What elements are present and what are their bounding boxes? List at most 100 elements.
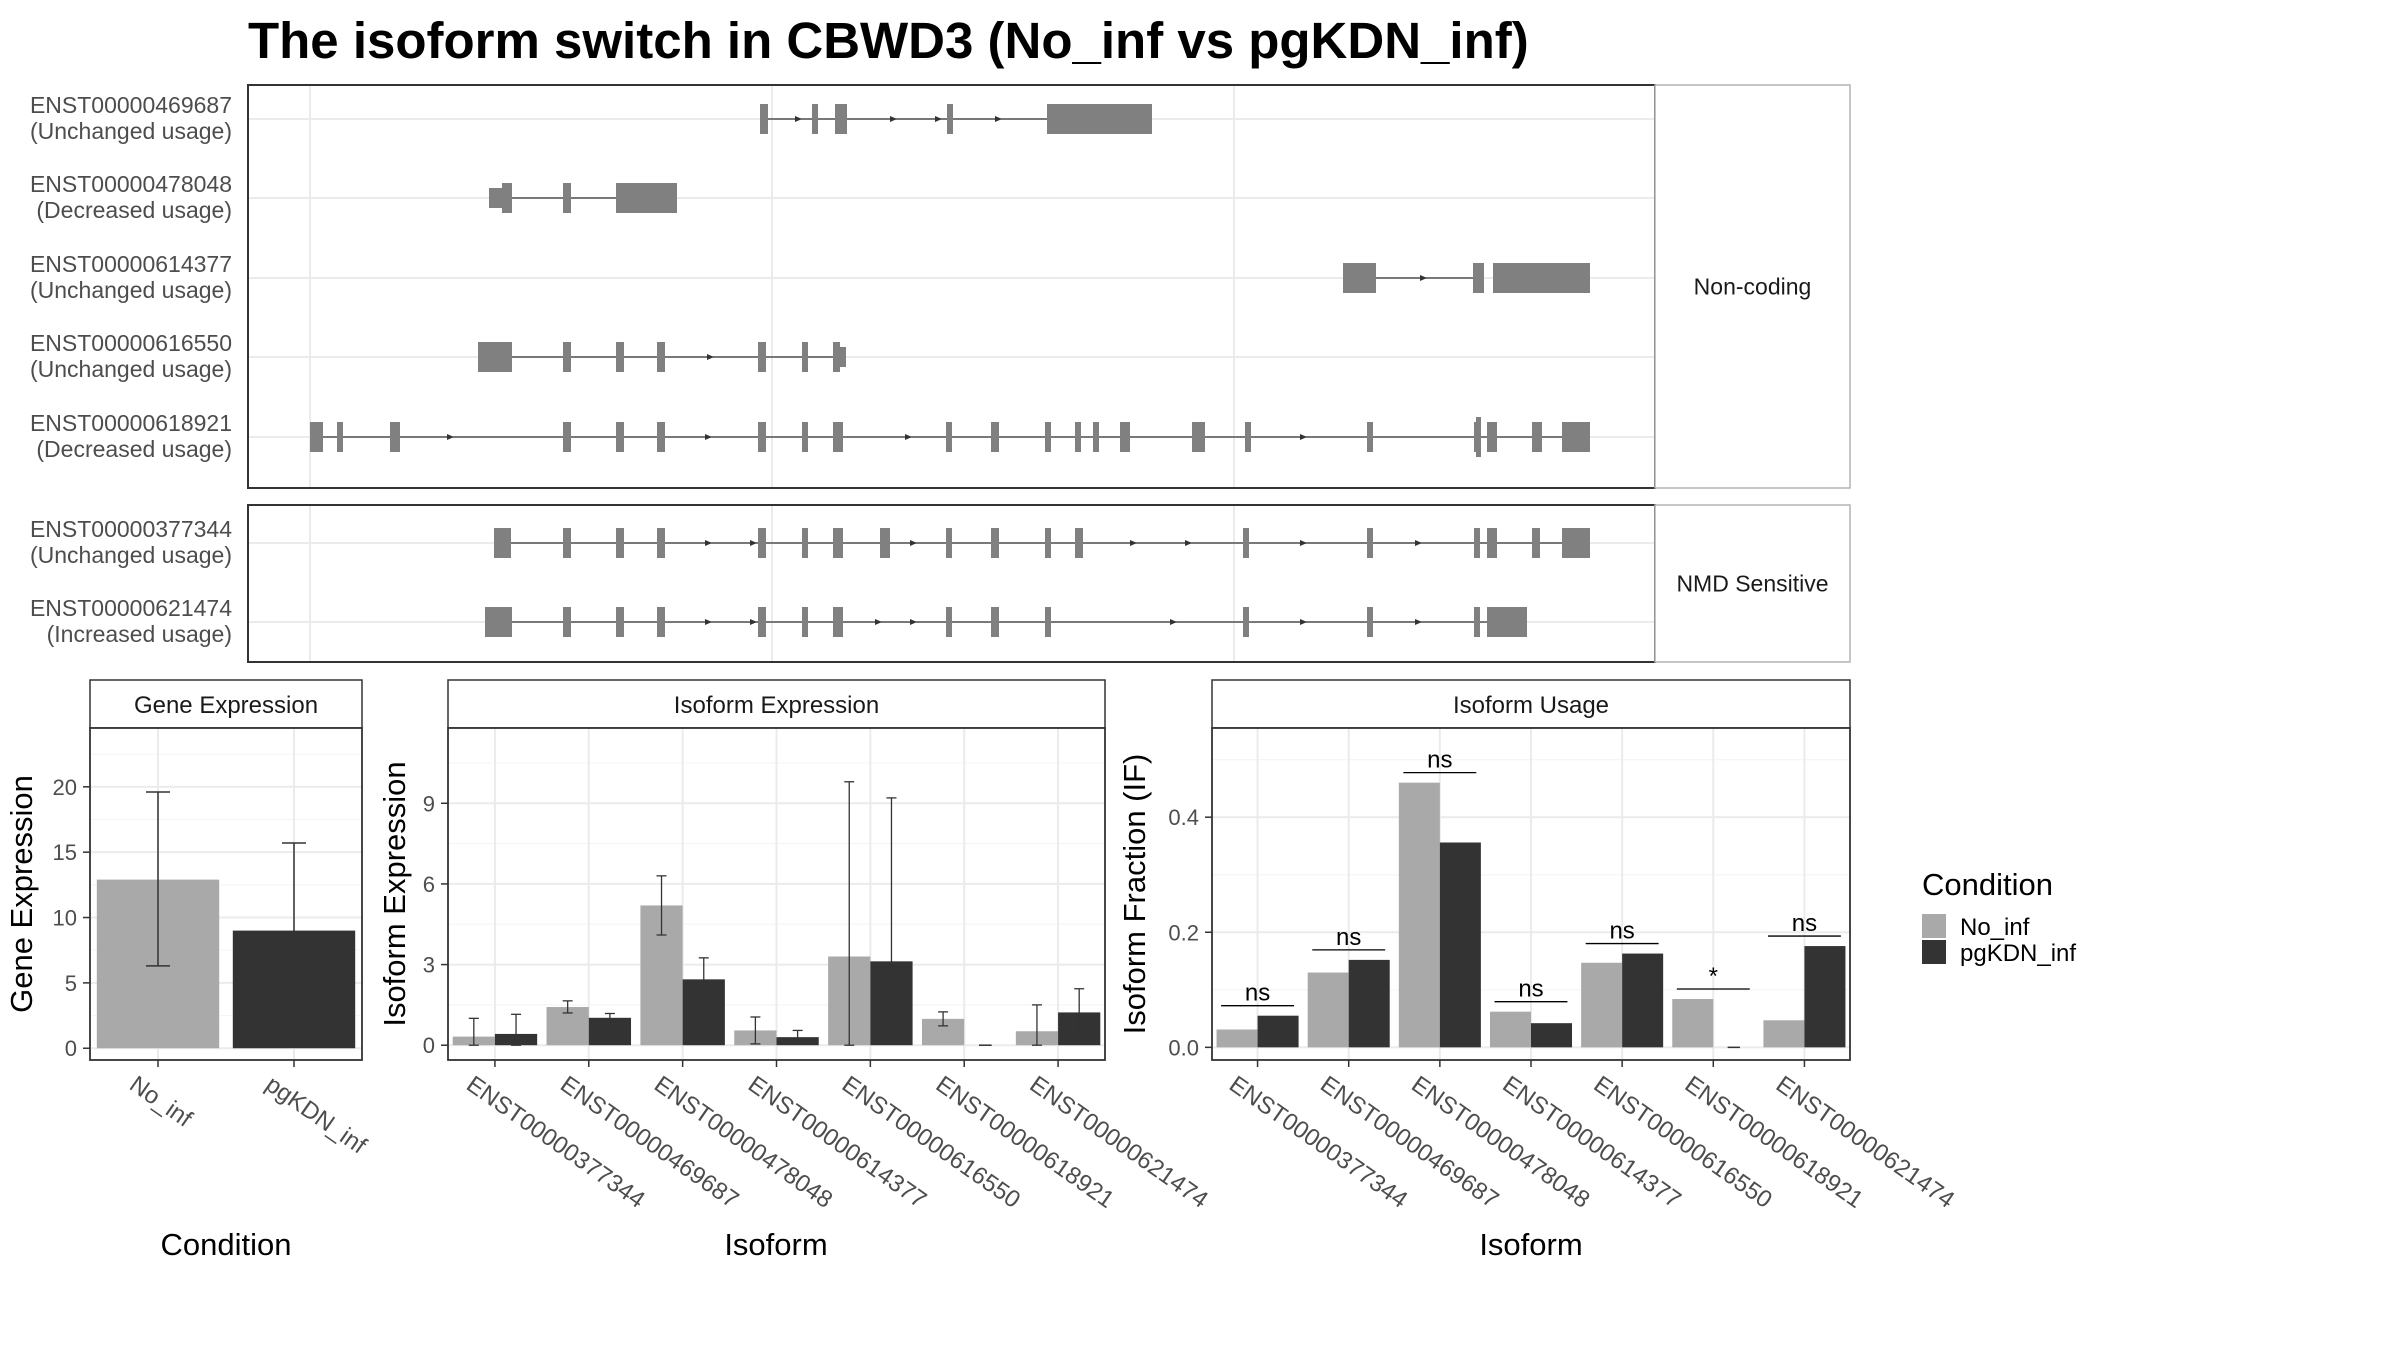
intron-direction-arrow	[1170, 619, 1177, 625]
exon-block	[758, 528, 766, 558]
x-tick-label: ENST00000621474	[1025, 1071, 1213, 1214]
y-tick-label: 0.4	[1168, 805, 1199, 830]
transcript-id-label: ENST00000377344	[30, 516, 232, 542]
exon-block	[1562, 422, 1590, 452]
intron-direction-arrow	[795, 116, 802, 122]
y-tick-label: 0.0	[1168, 1035, 1199, 1060]
transcript-id-label: ENST00000616550	[30, 330, 232, 356]
transcript-row-ENST00000377344: ENST00000377344(Unchanged usage)	[30, 516, 1590, 568]
transcript-id-label: ENST00000469687	[30, 92, 232, 118]
bar-pgKDN_inf-ENST00000469687	[588, 1017, 632, 1046]
transcript-usage-label: (Unchanged usage)	[30, 542, 232, 568]
transcript-row-ENST00000469687: ENST00000469687(Unchanged usage)	[30, 92, 1152, 144]
exon-block	[657, 422, 665, 452]
bar-chart-panels: Gene Expression 0 5 10 15 20 No_inf pgKDN_inf Co…	[4, 679, 1959, 1262]
group-strip-label: Non-coding	[1694, 274, 1812, 300]
exon-block	[947, 104, 953, 134]
y-tick-label: 6	[423, 872, 435, 897]
exon-block	[991, 422, 999, 452]
exon-block	[390, 422, 400, 452]
bar-No_inf-ENST00000478048	[1398, 782, 1440, 1048]
transcript-usage-label: (Unchanged usage)	[30, 118, 232, 144]
exon-block	[1243, 607, 1249, 637]
panel-strip-title: Gene Expression	[134, 692, 318, 719]
transcript-panel-background	[248, 85, 1655, 488]
exon-block	[1474, 607, 1480, 637]
transcript-row-ENST00000616550: ENST00000616550(Unchanged usage)	[30, 330, 846, 382]
exon-block	[657, 342, 665, 372]
plot-border	[89, 727, 363, 1061]
exon-block	[1532, 528, 1540, 558]
exon-block	[946, 528, 952, 558]
panel-strip-title: Isoform Expression	[674, 692, 879, 719]
exon-block	[758, 422, 766, 452]
group-strip-label: NMD Sensitive	[1676, 571, 1828, 597]
exon-block	[1487, 607, 1527, 637]
transcript-usage-label: (Decreased usage)	[36, 197, 232, 223]
panel-strip-title: Isoform Usage	[1453, 692, 1609, 719]
y-axis-title: Gene Expression	[4, 775, 39, 1013]
intron-direction-arrow	[750, 619, 757, 625]
bar-pgKDN_inf-ENST00000377344	[1257, 1015, 1299, 1048]
bar-panel-1: Isoform Expression0369ENST00000377344ENS…	[377, 679, 1213, 1262]
panel-strip	[447, 679, 1106, 729]
intron-direction-arrow	[447, 434, 454, 440]
y-tick-label: 0	[423, 1033, 435, 1058]
transcript-usage-label: (Unchanged usage)	[30, 277, 232, 303]
exon-block	[502, 607, 512, 637]
exon-block	[991, 607, 999, 637]
exon-block	[478, 342, 502, 372]
intron-direction-arrow	[705, 434, 712, 440]
intron-direction-arrow	[1415, 540, 1422, 546]
intron-direction-arrow	[1415, 619, 1422, 625]
bar-pgKDN_inf-ENST00000616550	[1622, 953, 1664, 1048]
exon-block	[489, 188, 502, 208]
transcript-usage-label: (Increased usage)	[47, 621, 232, 647]
exon-block	[616, 528, 624, 558]
transcript-row-ENST00000618921: ENST00000618921(Decreased usage)	[30, 410, 1590, 462]
exon-block	[1487, 528, 1497, 558]
exon-block	[1476, 417, 1481, 457]
intron-direction-arrow	[890, 116, 897, 122]
figure-title: The isoform switch in CBWD3 (No_inf vs p…	[248, 12, 1529, 69]
exon-block	[1343, 263, 1376, 293]
exon-block	[1474, 528, 1480, 558]
y-tick-label: 3	[423, 953, 435, 978]
bar-panel-0: Gene Expression 0 5 10 15 20 No_inf pgKDN_inf Co…	[4, 679, 371, 1262]
transcript-id-label: ENST00000618921	[30, 410, 232, 436]
legend-title: Condition	[1922, 867, 2053, 902]
y-tick-label: 20	[53, 775, 77, 800]
bar-panel-2: Isoform Usagensnsnsnsns*ns0.00.20.4ENST0…	[1117, 679, 1959, 1262]
intron-direction-arrow	[1420, 275, 1427, 281]
intron-direction-arrow	[1130, 540, 1137, 546]
transcript-usage-label: (Unchanged usage)	[30, 356, 232, 382]
exon-block	[1075, 528, 1083, 558]
significance-label: ns	[1792, 910, 1817, 937]
exon-block	[627, 183, 677, 213]
exon-block	[657, 528, 665, 558]
exon-block	[616, 342, 624, 372]
exon-block	[946, 422, 952, 452]
panel-strip	[89, 679, 363, 729]
transcript-usage-label: (Decreased usage)	[36, 436, 232, 462]
bar-No_inf-ENST00000618921	[1672, 999, 1714, 1048]
exon-block	[802, 528, 808, 558]
exon-block	[563, 528, 571, 558]
exon-block	[616, 422, 624, 452]
exon-block	[1045, 607, 1051, 637]
exon-block	[1075, 422, 1081, 452]
exon-block	[1367, 528, 1373, 558]
bar-pgKDN_inf-ENST00000614377	[1531, 1023, 1573, 1048]
exon-block	[802, 607, 808, 637]
exon-block	[833, 607, 843, 637]
intron-direction-arrow	[707, 354, 714, 360]
intron-direction-arrow	[1300, 434, 1307, 440]
intron-direction-arrow	[910, 619, 917, 625]
exon-block	[502, 183, 512, 213]
exon-block	[657, 607, 665, 637]
exon-block	[1493, 263, 1590, 293]
exon-block	[1487, 422, 1497, 452]
exon-block	[1245, 422, 1251, 452]
